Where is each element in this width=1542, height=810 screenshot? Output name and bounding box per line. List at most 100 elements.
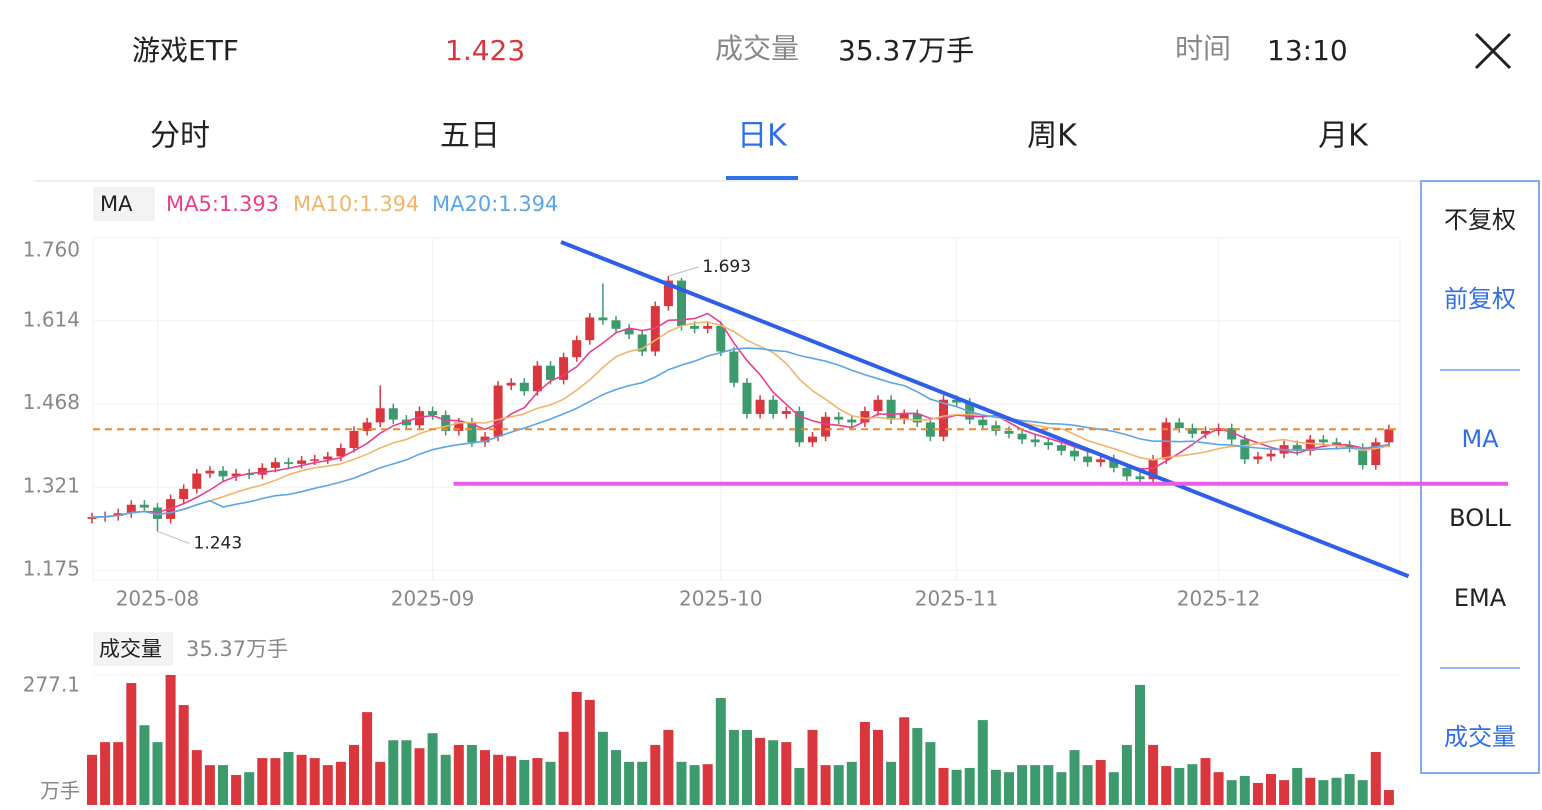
legend-entry: MA10:1.394 (293, 192, 419, 216)
volume-bar (742, 729, 752, 805)
tab-underline (726, 176, 798, 180)
candle-body (1384, 429, 1394, 443)
volume-bar (113, 742, 124, 805)
candle-body (755, 399, 765, 414)
candle-body (126, 504, 136, 514)
side-option[interactable]: 成交量 (1444, 723, 1516, 751)
tab[interactable]: 周K (1027, 119, 1078, 154)
side-option[interactable]: 不复权 (1444, 206, 1516, 234)
candle-body (912, 413, 922, 423)
candle-body (441, 415, 451, 431)
volume-bar (1017, 765, 1028, 805)
candle-body (1174, 422, 1184, 429)
candle-body (480, 436, 490, 443)
volume-bar (951, 769, 962, 805)
candle-body (663, 280, 673, 307)
tab[interactable]: 月K (1318, 119, 1369, 154)
volume-bar (231, 774, 242, 805)
candle-body (952, 399, 962, 403)
volume-bar (1239, 775, 1250, 805)
volume-bar (1292, 767, 1303, 805)
volume-bar (584, 699, 595, 805)
candle-body (1227, 428, 1237, 440)
volume-bar (1004, 772, 1014, 805)
candle-body (192, 473, 202, 489)
volume-title-box (93, 632, 173, 666)
volume-bar (270, 758, 281, 805)
volume-bar (899, 717, 910, 805)
volume-bar (1305, 777, 1316, 805)
side-option[interactable]: 前复权 (1444, 285, 1516, 313)
candle-body (1083, 456, 1093, 463)
candle-body (585, 317, 595, 341)
candle-body (467, 422, 477, 443)
volume-bar (414, 748, 425, 805)
volume-bar (466, 744, 477, 805)
candle-body (284, 462, 293, 464)
time: 13:10 (1267, 34, 1348, 67)
min-label: 1.243 (194, 533, 243, 553)
candle-body (506, 382, 516, 386)
candle-body (978, 419, 988, 426)
volume-bar (178, 705, 189, 805)
legend-entry: MA20:1.394 (432, 192, 558, 216)
candle-body (428, 411, 438, 416)
candle-body (611, 320, 621, 329)
candle-body (257, 467, 267, 475)
volume-bar (152, 742, 163, 805)
volume-bar (191, 750, 202, 805)
volume-bar (1082, 765, 1093, 805)
volume-bar (833, 765, 844, 805)
volume-bar (335, 761, 346, 805)
volume-bar (1069, 750, 1080, 805)
candle-body (323, 456, 333, 460)
candle-body (1266, 453, 1276, 457)
volume-bar (964, 767, 975, 805)
candle-body (1122, 467, 1132, 477)
candle-body (1017, 433, 1027, 440)
close-button[interactable] (1474, 32, 1512, 70)
x-tick-label: 2025-08 (116, 587, 200, 611)
volume-bar (715, 698, 726, 805)
volume-bar (296, 754, 307, 805)
volume-bar (126, 683, 137, 805)
volume-bar (611, 750, 621, 805)
side-option[interactable]: BOLL (1449, 504, 1511, 532)
x-tick-label: 2025-11 (915, 587, 999, 611)
volume-bar (349, 744, 359, 805)
candle-body (808, 436, 817, 443)
y-tick-label: 1.614 (23, 307, 80, 331)
candle-body (1318, 439, 1328, 443)
candle-body (1109, 459, 1119, 468)
legend-box (93, 187, 155, 221)
volume-bar (532, 758, 543, 805)
volume-bar (1200, 758, 1211, 805)
side-option[interactable]: EMA (1454, 584, 1507, 612)
volume-bar (755, 737, 766, 805)
volume-bar (702, 764, 713, 805)
volume-bar (480, 750, 490, 805)
tab[interactable]: 分时 (150, 119, 210, 154)
candle-body (690, 325, 700, 329)
volume-bar (1095, 759, 1106, 805)
volume-bar (1043, 765, 1054, 805)
y-tick-label: 1.175 (23, 557, 80, 581)
tab[interactable]: 五日 (440, 119, 500, 154)
volume-bar (257, 758, 268, 805)
tab[interactable]: 日K (737, 119, 788, 154)
volume-bar (1383, 789, 1394, 805)
volume-bar (781, 742, 792, 805)
candle-body (1345, 445, 1355, 448)
candle-body (310, 459, 320, 461)
candle-body (532, 365, 542, 392)
side-option[interactable]: MA (1461, 425, 1499, 453)
volume-bar (204, 765, 215, 805)
candle-body (1096, 459, 1106, 463)
candle-body (1030, 439, 1040, 443)
candle-body (179, 488, 189, 500)
volume-bar (244, 772, 255, 805)
volume-bar (925, 742, 936, 805)
candle-body (768, 399, 778, 414)
